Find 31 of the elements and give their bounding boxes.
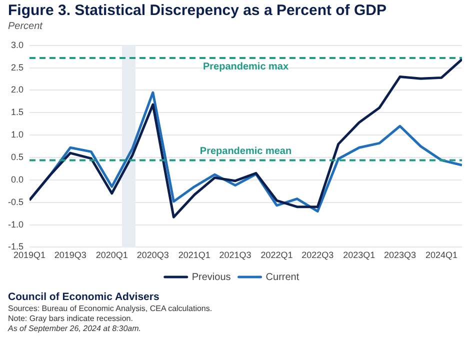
x-tick-label: 2020Q3 [136,250,169,260]
text: Note: Gray bars indicate recession. [8,314,134,324]
y-tick-label: 0.5 [10,152,24,162]
x-tick-label: 2022Q3 [302,250,334,260]
y-tick-label: 1.0 [10,130,24,140]
text: As of September 26, 2024 at 8:30am. [8,324,142,334]
y-tick-label: 2.0 [10,84,24,95]
chart-title: Figure 3. Statistical Discrepency as a Percent of GDP [8,2,386,19]
y-tick-label: -1.5 [8,242,24,252]
y-axis-title: Percent [8,21,42,32]
y-tick-label: -0.5 [8,196,24,207]
y-tick-label: 0.0 [10,174,24,184]
ref-line-label: Prepandemic mean [200,146,292,157]
x-tick-label: 2019Q3 [54,250,86,260]
legend-label: Current [266,272,300,283]
legend-label: Previous [192,272,231,283]
y-tick-label: 1.5 [10,107,24,118]
y-tick-label: -1.0 [8,219,24,230]
x-tick-label: 2021Q1 [178,250,210,260]
x-tick-label: 2024Q1 [425,250,458,260]
x-tick-label: 2021Q3 [219,250,252,260]
y-tick-label: 3.0 [10,40,24,50]
source-note: Sources: Bureau of Economic Analysis, CEA calculations. [8,304,212,314]
x-tick-label: 2023Q1 [343,250,376,260]
x-tick-label: 2020Q1 [96,250,128,260]
x-tick-label: 2019Q1 [13,250,46,260]
ref-line-label: Prepandemic max [202,62,289,73]
x-tick-label: 2022Q1 [260,250,293,260]
x-tick-label: 2023Q3 [384,250,416,260]
y-tick-label: 2.5 [10,62,24,72]
text: Council of Economic Advisers [8,291,160,304]
